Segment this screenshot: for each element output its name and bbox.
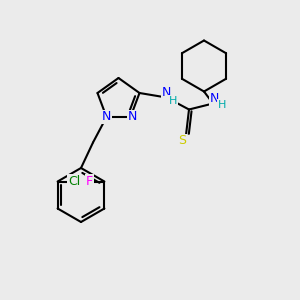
Text: N: N <box>162 86 171 100</box>
Text: F: F <box>86 175 93 188</box>
Text: H: H <box>218 100 226 110</box>
Text: Cl: Cl <box>68 175 80 188</box>
Text: N: N <box>210 92 219 106</box>
Text: S: S <box>178 134 186 148</box>
Text: N: N <box>127 110 137 124</box>
Text: N: N <box>102 110 111 124</box>
Text: H: H <box>169 95 177 106</box>
